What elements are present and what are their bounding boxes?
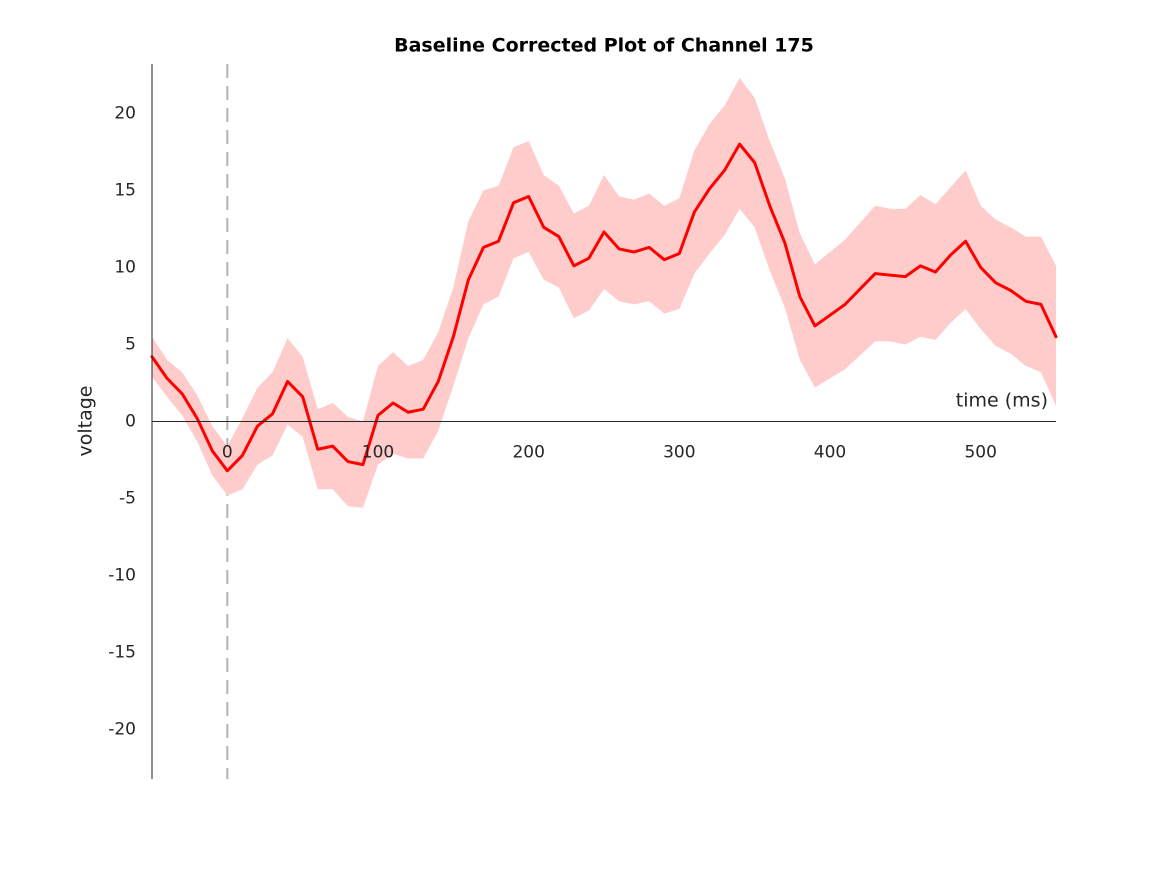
x-tick-label: 500 bbox=[964, 443, 996, 463]
y-axis-label: voltage bbox=[75, 386, 97, 457]
x-axis-label: time (ms) bbox=[956, 390, 1048, 412]
y-tick-label: 10 bbox=[114, 257, 136, 277]
x-tick-label: 300 bbox=[663, 443, 695, 463]
y-tick-label: 5 bbox=[125, 334, 136, 354]
chart-title: Baseline Corrected Plot of Channel 175 bbox=[394, 35, 814, 57]
line bbox=[150, 142, 1058, 473]
y-tick-label: -15 bbox=[108, 643, 136, 663]
x-tick-label: 400 bbox=[814, 443, 846, 463]
y-tick-label: 0 bbox=[125, 412, 136, 432]
x-tick-label: 100 bbox=[362, 443, 394, 463]
y-tick-label: 15 bbox=[114, 180, 136, 200]
y-tick-label: -20 bbox=[108, 720, 136, 740]
x-tick-label: 0 bbox=[222, 443, 233, 463]
x-tick-label: 200 bbox=[512, 443, 544, 463]
y-tick-label: -5 bbox=[119, 489, 136, 509]
y-tick-label: -10 bbox=[108, 566, 136, 586]
confidence-band bbox=[152, 77, 1056, 508]
y-tick-label: 20 bbox=[114, 103, 136, 123]
